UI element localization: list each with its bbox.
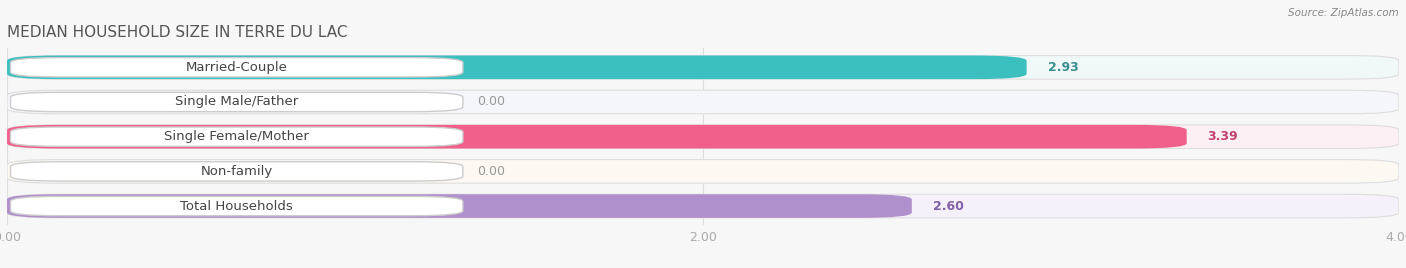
FancyBboxPatch shape xyxy=(7,125,1187,148)
Text: Non-family: Non-family xyxy=(201,165,273,178)
FancyBboxPatch shape xyxy=(7,55,1399,79)
Text: MEDIAN HOUSEHOLD SIZE IN TERRE DU LAC: MEDIAN HOUSEHOLD SIZE IN TERRE DU LAC xyxy=(7,25,347,40)
Text: Single Male/Father: Single Male/Father xyxy=(176,95,298,109)
Text: 2.93: 2.93 xyxy=(1047,61,1078,74)
Text: Married-Couple: Married-Couple xyxy=(186,61,288,74)
Text: Total Households: Total Households xyxy=(180,200,292,213)
Text: 0.00: 0.00 xyxy=(477,165,505,178)
FancyBboxPatch shape xyxy=(10,58,463,77)
FancyBboxPatch shape xyxy=(7,159,1399,183)
FancyBboxPatch shape xyxy=(10,92,463,112)
FancyBboxPatch shape xyxy=(10,196,463,216)
FancyBboxPatch shape xyxy=(7,55,1026,79)
Text: Single Female/Mother: Single Female/Mother xyxy=(165,130,309,143)
FancyBboxPatch shape xyxy=(10,127,463,146)
Text: 2.60: 2.60 xyxy=(932,200,963,213)
FancyBboxPatch shape xyxy=(7,90,1399,114)
FancyBboxPatch shape xyxy=(7,194,912,218)
Text: Source: ZipAtlas.com: Source: ZipAtlas.com xyxy=(1288,8,1399,18)
FancyBboxPatch shape xyxy=(7,125,1399,148)
Text: 0.00: 0.00 xyxy=(477,95,505,109)
Text: 3.39: 3.39 xyxy=(1208,130,1239,143)
FancyBboxPatch shape xyxy=(7,194,1399,218)
FancyBboxPatch shape xyxy=(10,162,463,181)
